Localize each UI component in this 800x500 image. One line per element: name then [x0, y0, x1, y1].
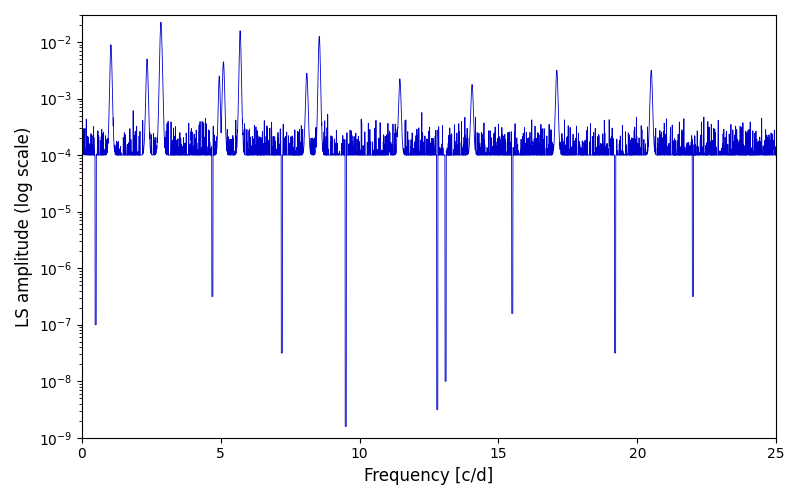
Y-axis label: LS amplitude (log scale): LS amplitude (log scale)	[15, 126, 33, 326]
X-axis label: Frequency [c/d]: Frequency [c/d]	[364, 467, 494, 485]
